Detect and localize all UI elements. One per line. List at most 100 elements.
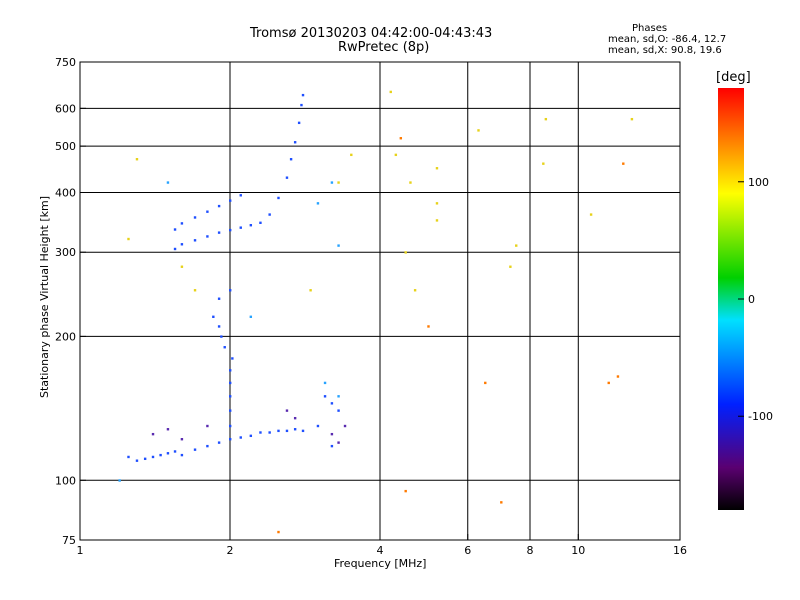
data-point bbox=[293, 141, 297, 144]
data-point bbox=[330, 402, 334, 405]
data-point bbox=[239, 226, 242, 229]
data-point bbox=[435, 219, 439, 222]
y-tick-label: 750 bbox=[55, 56, 76, 69]
data-point bbox=[166, 452, 170, 455]
data-point bbox=[268, 213, 271, 216]
data-point bbox=[229, 409, 232, 412]
data-point bbox=[180, 243, 184, 246]
data-point bbox=[435, 202, 439, 205]
data-point bbox=[337, 244, 340, 247]
data-point bbox=[413, 289, 417, 292]
x-tick-label: 2 bbox=[227, 544, 234, 557]
colorbar-label: [deg] bbox=[716, 70, 751, 85]
x-tick-label: 8 bbox=[527, 544, 534, 557]
data-point bbox=[544, 117, 548, 121]
data-point bbox=[151, 432, 155, 436]
data-point bbox=[193, 289, 197, 292]
data-point bbox=[217, 297, 221, 300]
data-point bbox=[350, 153, 353, 157]
data-point bbox=[622, 162, 625, 165]
data-point bbox=[180, 437, 184, 441]
data-point bbox=[249, 434, 253, 438]
y-axis-label: Stationary phase Virtual Height [km] bbox=[38, 195, 51, 398]
data-point bbox=[143, 457, 147, 461]
data-point bbox=[159, 453, 162, 457]
data-point bbox=[268, 431, 271, 434]
y-tick-label: 100 bbox=[55, 474, 76, 487]
data-point bbox=[337, 181, 340, 184]
data-point bbox=[206, 424, 209, 428]
data-point bbox=[206, 444, 209, 448]
data-point bbox=[259, 221, 262, 225]
data-point bbox=[193, 448, 197, 451]
data-point bbox=[206, 210, 209, 213]
data-point bbox=[220, 335, 223, 338]
data-point bbox=[389, 90, 392, 94]
data-point bbox=[301, 93, 305, 97]
data-point bbox=[127, 455, 130, 459]
chart-title: Tromsø 20130203 04:42:00-04:43:43 bbox=[250, 26, 493, 41]
x-tick-label: 4 bbox=[377, 544, 384, 557]
y-tick-label: 600 bbox=[55, 102, 76, 115]
data-point bbox=[285, 409, 289, 412]
data-point bbox=[343, 424, 347, 428]
x-axis-ticks: 1 2 4 6 8 10 16 bbox=[77, 534, 687, 557]
data-point bbox=[229, 381, 232, 385]
data-point bbox=[500, 501, 503, 504]
data-point bbox=[239, 194, 242, 197]
data-point bbox=[316, 202, 320, 205]
data-point bbox=[589, 213, 593, 216]
data-point bbox=[229, 289, 232, 292]
data-point bbox=[289, 158, 293, 161]
x-tick-label: 10 bbox=[571, 544, 585, 557]
data-point bbox=[212, 315, 215, 319]
data-point bbox=[300, 103, 303, 107]
data-point bbox=[323, 395, 327, 398]
data-point bbox=[217, 441, 221, 444]
data-points bbox=[118, 90, 634, 534]
data-point bbox=[223, 346, 226, 349]
x-tick-label: 1 bbox=[77, 544, 84, 557]
y-tick-label: 300 bbox=[55, 246, 76, 259]
y-tick-label: 75 bbox=[62, 534, 76, 547]
data-point bbox=[166, 428, 170, 431]
grid-lines bbox=[80, 62, 680, 540]
data-point bbox=[229, 395, 232, 398]
stats-header: Phases bbox=[632, 23, 668, 34]
x-tick-label: 16 bbox=[673, 544, 687, 557]
data-point bbox=[249, 224, 253, 227]
y-tick-label: 200 bbox=[55, 330, 76, 343]
data-point bbox=[229, 228, 232, 232]
y-tick-label: 400 bbox=[55, 186, 76, 199]
chart-subtitle: RwPretec (8p) bbox=[338, 40, 430, 55]
data-point bbox=[293, 428, 297, 431]
data-point bbox=[173, 450, 177, 453]
data-point bbox=[229, 424, 232, 428]
data-point bbox=[259, 431, 262, 434]
data-point bbox=[309, 289, 312, 292]
data-point bbox=[166, 181, 170, 184]
data-point bbox=[239, 436, 242, 439]
data-point bbox=[277, 196, 280, 200]
data-point bbox=[229, 369, 232, 372]
data-point bbox=[180, 453, 184, 457]
data-point bbox=[323, 381, 327, 385]
data-point bbox=[285, 176, 289, 179]
data-point bbox=[515, 244, 518, 247]
data-point bbox=[477, 129, 480, 132]
data-point bbox=[127, 237, 130, 241]
x-axis-label: Frequency [MHz] bbox=[334, 557, 427, 570]
colorbar-tick-label: 0 bbox=[748, 293, 755, 306]
data-point bbox=[337, 395, 340, 398]
data-point bbox=[217, 325, 221, 328]
data-point bbox=[293, 416, 297, 420]
y-tick-label: 500 bbox=[55, 140, 76, 153]
data-point bbox=[404, 251, 407, 254]
data-point bbox=[217, 204, 221, 208]
data-point bbox=[277, 429, 280, 433]
data-point bbox=[297, 121, 301, 125]
data-point bbox=[509, 265, 512, 268]
data-point bbox=[217, 231, 221, 234]
data-point bbox=[277, 530, 280, 534]
